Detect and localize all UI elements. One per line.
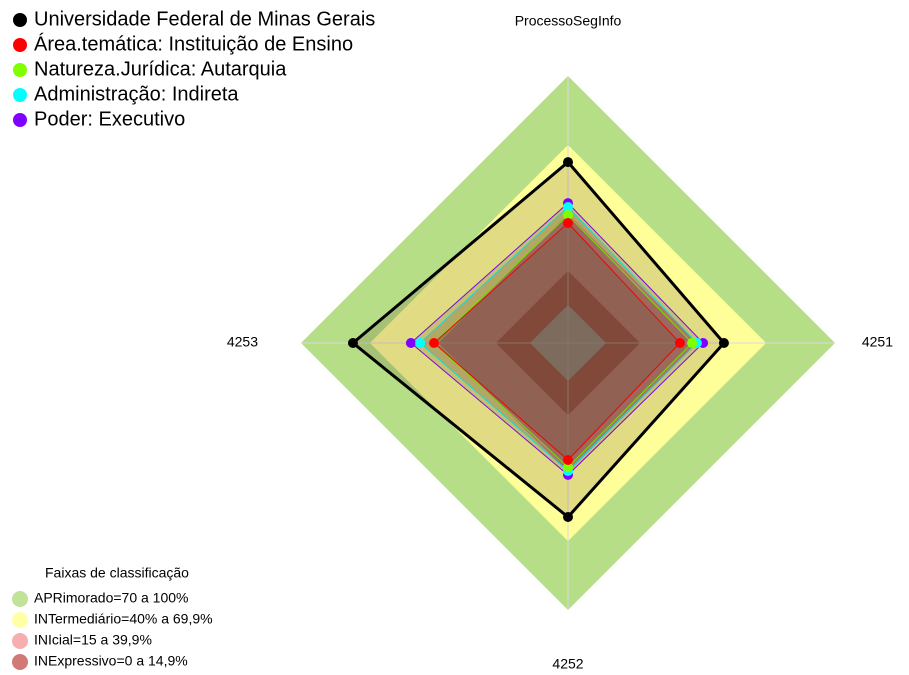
band-legend-label: APRimorado=70 a 100% (34, 590, 189, 606)
marker (429, 338, 440, 348)
legend-label: Poder: Executivo (34, 108, 185, 130)
axis-label: 4252 (552, 656, 583, 672)
marker (405, 338, 416, 348)
band-legend-label: INTermediário=40% a 69,9% (34, 611, 213, 627)
legend-marker (13, 38, 27, 52)
legend-label: Natureza.Jurídica: Autarquia (34, 58, 287, 80)
marker (563, 210, 573, 221)
legend-marker (13, 63, 27, 77)
bands-legend-title: Faixas de classificação (45, 565, 189, 581)
marker (415, 338, 426, 348)
marker (718, 338, 729, 348)
legend-label: Área.temática: Instituição de Ensino (34, 32, 353, 55)
legend-marker (13, 113, 27, 127)
legend-marker (13, 88, 27, 102)
marker (563, 157, 573, 168)
marker (563, 512, 573, 523)
marker (687, 338, 698, 348)
marker (563, 201, 573, 212)
legend-marker (13, 13, 27, 27)
band-legend-marker (12, 591, 28, 607)
legend-label: Universidade Federal de Minas Gerais (34, 8, 375, 30)
band-legend-marker (12, 633, 28, 649)
band-legend-marker (12, 612, 28, 628)
legend-label: Administração: Indireta (34, 83, 239, 105)
band-legend-label: INExpressivo=0 a 14,9% (34, 653, 188, 669)
marker (563, 455, 573, 466)
marker (563, 218, 573, 229)
marker (347, 338, 358, 348)
marker (563, 462, 573, 473)
band-legend-marker (12, 654, 28, 670)
band-legend-label: INIcial=15 a 39,9% (34, 632, 152, 648)
marker (674, 338, 685, 348)
axis-label: 4253 (227, 334, 258, 350)
axis-label: 4251 (862, 334, 893, 350)
axis-label: ProcessoSegInfo (515, 13, 622, 29)
